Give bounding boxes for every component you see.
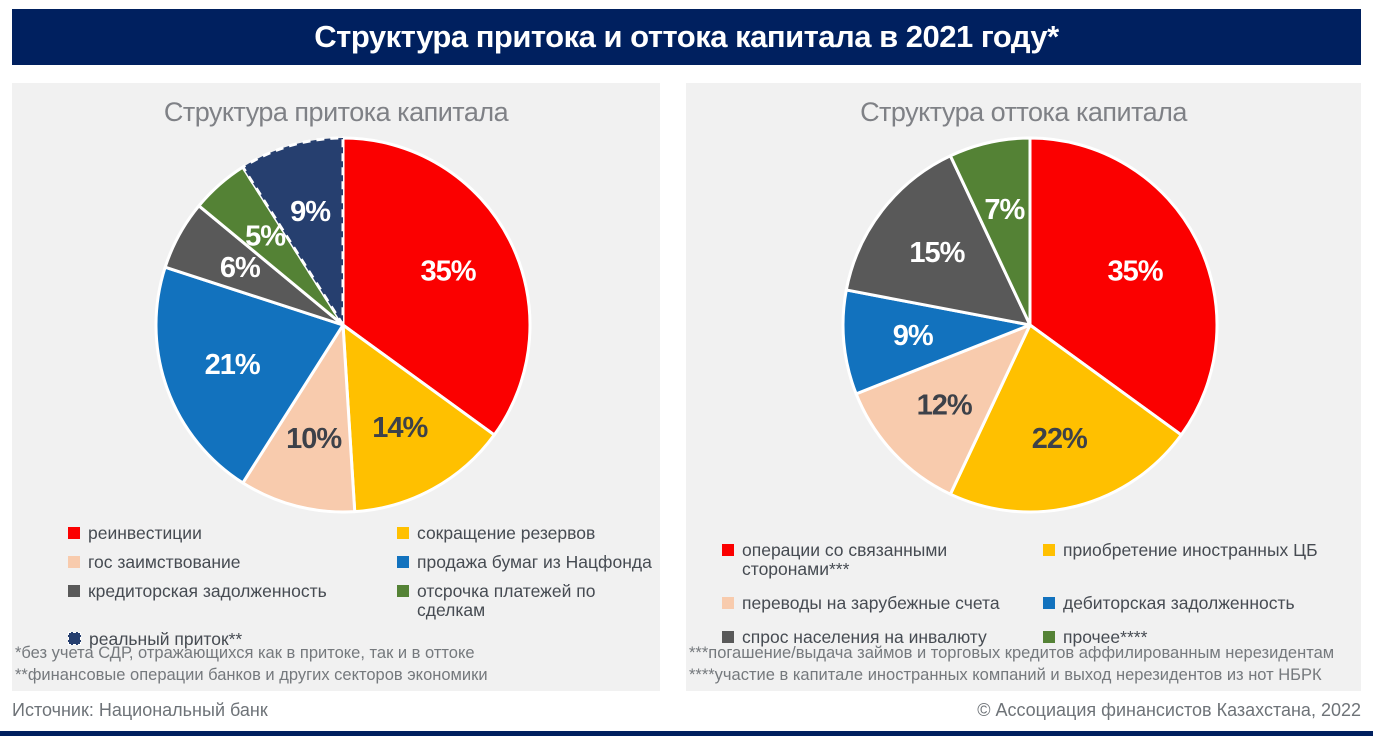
legend-color-marker (68, 556, 80, 568)
inflow-panel: Структура притока капитала 35% 14% 10% 21% 6… (12, 83, 660, 691)
legend-item: дебиторская задолженность (1043, 594, 1318, 613)
footnote-line: *без учета СДР, отражающихся как в прито… (15, 644, 475, 662)
legend-label: гос заимствование (88, 552, 241, 572)
footnote-line: ****участие в капитале иностранных компа… (689, 666, 1322, 684)
pie-slice-label: 7% (984, 194, 1025, 226)
bottom-accent-bar (0, 731, 1373, 736)
credit-text: © Ассоциация финансистов Казахстана, 202… (977, 699, 1361, 720)
legend-label: кредиторская задолженность (88, 581, 327, 601)
pie-slice (948, 136, 1032, 327)
footnote-line: **финансовые операции банков и других се… (15, 666, 488, 684)
outflow-legend: операции со связанными сторонами*** перев… (722, 541, 1318, 647)
legend-color-marker (397, 585, 409, 597)
outflow-footnotes: ***погашение/выдача займов и торговых кр… (689, 642, 1357, 686)
footer-row: Источник: Национальный банк © Ассоциация… (12, 697, 1361, 723)
legend-item: кредиторская задолженность (68, 582, 397, 620)
legend-item: отсрочка платежей по сделкам (397, 582, 660, 620)
outflow-panel: Структура оттока капитала 35% 22% 12% 9% 15%… (686, 83, 1361, 691)
outflow-chart-title: Структура оттока капитала (860, 97, 1187, 127)
legend-label: реальный приток** (89, 629, 243, 649)
legend-item: переводы на зарубежные счета (722, 594, 1043, 613)
pie-slice (241, 323, 357, 514)
legend-item: приобретение иностранных ЦБ (1043, 541, 1318, 579)
legend-item: спрос населения на инвалюту (722, 628, 1043, 647)
pie-slice (854, 323, 1032, 496)
legend-label: переводы на зарубежные счета (742, 593, 1000, 613)
legend-label: продажа бумаг из Нацфонда (417, 552, 652, 572)
pie-slice-label: 21% (205, 349, 261, 381)
pie-slice-label: 9% (893, 320, 934, 352)
pie-slice (841, 288, 1032, 396)
main-title-bar: Структура притока и оттока капитала в 20… (12, 9, 1361, 65)
legend-item: реальный приток** (68, 630, 397, 649)
legend-label: спрос населения на инвалюту (742, 627, 987, 647)
pie-slice (197, 165, 345, 327)
legend-color-marker (68, 585, 80, 597)
pie-slice-label: 10% (286, 423, 342, 455)
pie-slice-label: 6% (220, 252, 261, 284)
legend-color-marker (1043, 597, 1055, 609)
legend-color-marker (722, 597, 734, 609)
legend-label: прочее**** (1063, 627, 1148, 647)
pie-slice (154, 265, 345, 485)
pie-slice (948, 323, 1183, 514)
pie-slice-label: 35% (1107, 256, 1163, 288)
source-text: Источник: Национальный банк (12, 699, 268, 720)
legend-item: операции со связанными сторонами*** (722, 541, 1043, 579)
pie-slice-label: 15% (909, 237, 965, 269)
legend-label: дебиторская задолженность (1063, 593, 1295, 613)
pie-slice (844, 154, 1032, 327)
footnote-line: ***погашение/выдача займов и торговых кр… (689, 644, 1335, 662)
pie-slice-label: 12% (917, 390, 973, 422)
legend-color-marker (1043, 631, 1055, 643)
pie-slice (163, 204, 345, 327)
legend-label: отсрочка платежей по сделкам (417, 581, 596, 620)
legend-item: продажа бумаг из Нацфонда (397, 553, 660, 572)
legend-label: сокращение резервов (417, 523, 596, 543)
legend-label: операции со связанными сторонами*** (742, 540, 948, 579)
legend-color-marker (397, 527, 409, 539)
legend-color-marker (722, 544, 734, 556)
inflow-legend: реинвестиции гос заимствование кредиторска… (68, 524, 660, 649)
pie-slice-label: 5% (245, 221, 286, 253)
legend-color-marker (1043, 544, 1055, 556)
pie-slice-label: 9% (290, 196, 331, 228)
pie-slice (341, 323, 496, 514)
legend-color-marker (68, 527, 80, 539)
page-title: Структура притока и оттока капитала в 20… (314, 19, 1059, 54)
legend-item: сокращение резервов (397, 524, 660, 543)
inflow-footnotes: *без учета СДР, отражающихся как в прито… (15, 642, 656, 686)
pie-slice (341, 136, 532, 437)
pie-slice-label: 35% (420, 256, 476, 288)
pie-slice-label: 22% (1032, 423, 1088, 455)
inflow-chart-title: Структура притока капитала (163, 97, 509, 127)
legend-label: приобретение иностранных ЦБ (1063, 540, 1318, 560)
legend-item: реинвестиции (68, 524, 397, 543)
pie-slice (241, 136, 345, 327)
legend-color-marker (722, 631, 734, 643)
legend-item: гос заимствование (68, 553, 397, 572)
legend-label: реинвестиции (88, 523, 202, 543)
legend-color-marker (68, 632, 81, 645)
legend-item: прочее**** (1043, 628, 1318, 647)
pie-slice-label: 14% (372, 412, 428, 444)
pie-slice (1028, 136, 1219, 437)
legend-color-marker (397, 556, 409, 568)
